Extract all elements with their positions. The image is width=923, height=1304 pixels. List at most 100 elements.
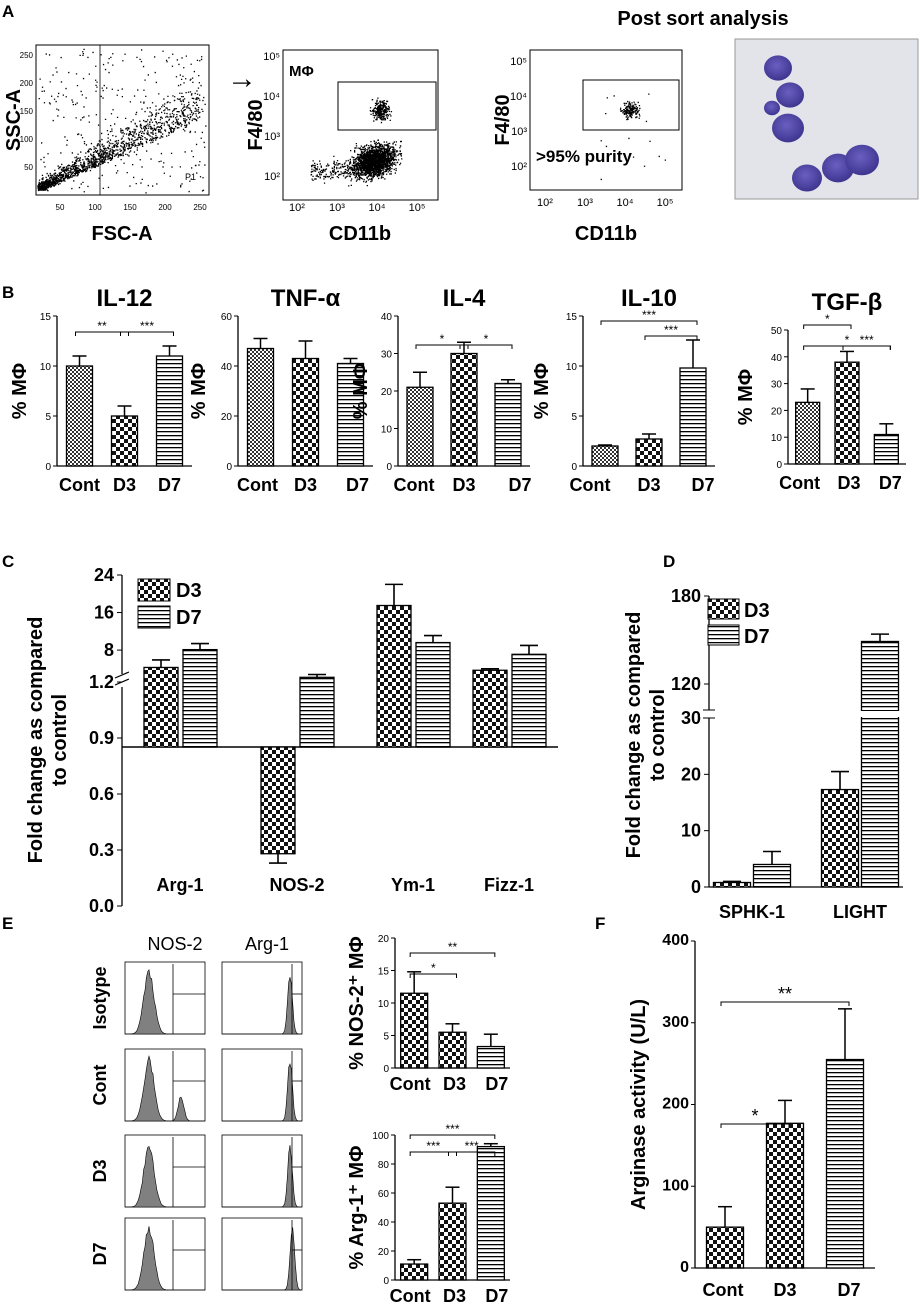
- plot2-y-tick: 10⁵: [263, 51, 280, 63]
- significance-label: ***: [426, 1139, 440, 1153]
- significance-bracket: [459, 344, 513, 349]
- cell-nucleus: [845, 144, 879, 176]
- plot3-purity-label: >95% purity: [536, 147, 632, 166]
- histogram-curve: [125, 1146, 205, 1208]
- significance-bracket: [409, 952, 496, 957]
- histogram-d7-nos-2: [124, 1217, 206, 1291]
- plot3-xlabel: CD11b: [575, 223, 637, 245]
- plot3-frame: [529, 49, 683, 191]
- plot1-events: [37, 48, 207, 194]
- y-tick-label: 0: [45, 462, 51, 473]
- chart-B_IL4: 0 10 20 30 40 Cont D3 D7 * * IL-4 % MΦ: [350, 285, 532, 495]
- y-axis-label: Arginase activity (U/L): [628, 999, 650, 1210]
- bar-d3-nos-2: [260, 746, 296, 855]
- histogram-curve: [222, 1145, 302, 1208]
- y-tick-label: 0.9: [89, 728, 114, 748]
- bar-cont: [705, 1226, 745, 1269]
- cell-nucleus: [772, 113, 804, 143]
- y-tick-label: 5: [45, 412, 51, 423]
- y-tick-label: 15: [40, 312, 52, 323]
- bar-d7-light: [860, 640, 900, 888]
- panel-label-e: E: [2, 914, 14, 933]
- significance-label: ***: [465, 1139, 479, 1153]
- y-tick-label: 200: [662, 1096, 689, 1113]
- bar-d7-ym-1: [415, 641, 451, 748]
- significance-label: *: [825, 312, 830, 326]
- plot2-xlabel: CD11b: [329, 223, 391, 245]
- plot3-y-tick: 10³: [511, 126, 527, 138]
- plot2-gate-label: MΦ: [289, 63, 314, 80]
- plot1-gate-label: P1: [185, 172, 196, 182]
- y-tick-label: 180: [671, 586, 701, 606]
- x-label-d7: D7: [837, 1280, 860, 1300]
- legend-swatch-d3: [137, 578, 171, 602]
- significance-label: **: [448, 940, 458, 954]
- plot2-frame: [282, 49, 439, 201]
- x-label-nos-2: NOS-2: [269, 875, 324, 895]
- x-label-d3: D3: [443, 1286, 466, 1302]
- histogram-cont-nos-2: [124, 1048, 206, 1122]
- bar-d3-fizz-1: [472, 669, 508, 748]
- y-axis-label: % MΦ: [350, 363, 372, 419]
- legend-label-d7: D7: [744, 626, 770, 648]
- bar-d7: [155, 355, 184, 467]
- x-label-cont: Cont: [570, 475, 611, 495]
- bar-d7-arg-1: [182, 648, 218, 748]
- bar-d3: [291, 357, 320, 467]
- significance-label: *: [484, 332, 489, 346]
- bar-d7-sphk-1: [752, 863, 792, 888]
- bar-cont: [406, 386, 434, 467]
- plot2-x-tick: 10²: [289, 202, 305, 214]
- y-tick-label: 20: [681, 764, 701, 784]
- bar-cont: [795, 401, 821, 465]
- bar-d7: [873, 433, 899, 465]
- x-label-cont: Cont: [390, 1074, 431, 1094]
- y-tick-label: 8: [104, 640, 114, 660]
- legend-swatch-d7: [137, 605, 171, 629]
- x-label-cont: Cont: [779, 473, 820, 493]
- significance-label: ***: [860, 333, 874, 347]
- x-label-cont: Cont: [237, 475, 278, 495]
- legend-label-d7: D7: [176, 607, 202, 629]
- y-tick-label: 0: [226, 462, 232, 473]
- y-axis-label-line2: to control: [647, 689, 669, 781]
- x-label-d7: D7: [485, 1286, 508, 1302]
- plot3-x-tick: 10⁵: [657, 197, 674, 209]
- legend-swatch-d3: [707, 598, 740, 620]
- y-axis-label-line2: to control: [49, 694, 71, 786]
- significance-label: **: [778, 984, 792, 1004]
- bar-cont: [400, 992, 429, 1069]
- x-label-sphk-1: SPHK-1: [719, 902, 785, 920]
- x-label-d3: D3: [837, 473, 860, 493]
- plot2-y-tick: 10²: [264, 171, 280, 183]
- chart-E_Arg1: 0 20 40 60 80 100 Cont D3 D7 *** *** *** % Arg-1⁺ MΦ: [346, 1122, 510, 1302]
- y-tick-label: 120: [671, 674, 701, 694]
- histogram-cont-arg-1: [221, 1048, 303, 1122]
- panel-label-b: B: [2, 283, 15, 302]
- y-tick-label: 10: [40, 362, 52, 373]
- x-label-d3: D3: [294, 475, 317, 495]
- y-tick-label: 5: [383, 1032, 389, 1043]
- x-label-fizz-1: Fizz-1: [484, 875, 534, 895]
- significance-bracket: [600, 320, 698, 325]
- x-label-d3: D3: [443, 1074, 466, 1094]
- bar-d3: [438, 1031, 467, 1069]
- significance-bracket: [720, 1001, 850, 1006]
- y-tick-label: 16: [94, 603, 114, 623]
- significance-bracket: [720, 1123, 790, 1128]
- panel-e: NOS-2 Arg-1 Isotype Cont D3 D7 0 5 10 15 20 Cont D3 D…: [90, 934, 510, 1302]
- y-tick-label: 100: [372, 1131, 389, 1142]
- row-label-isotype: Isotype: [90, 966, 110, 1029]
- histogram-curve: [125, 1226, 205, 1291]
- plot1-x-tick: 150: [123, 203, 137, 212]
- bar-d3-arg-1: [143, 666, 179, 748]
- y-tick-label: 0: [571, 462, 577, 473]
- y-tick-label: 0.0: [89, 896, 114, 916]
- plot2-ylabel: F4/80: [245, 99, 267, 150]
- x-label-d3: D3: [452, 475, 475, 495]
- significance-label: *: [845, 333, 850, 347]
